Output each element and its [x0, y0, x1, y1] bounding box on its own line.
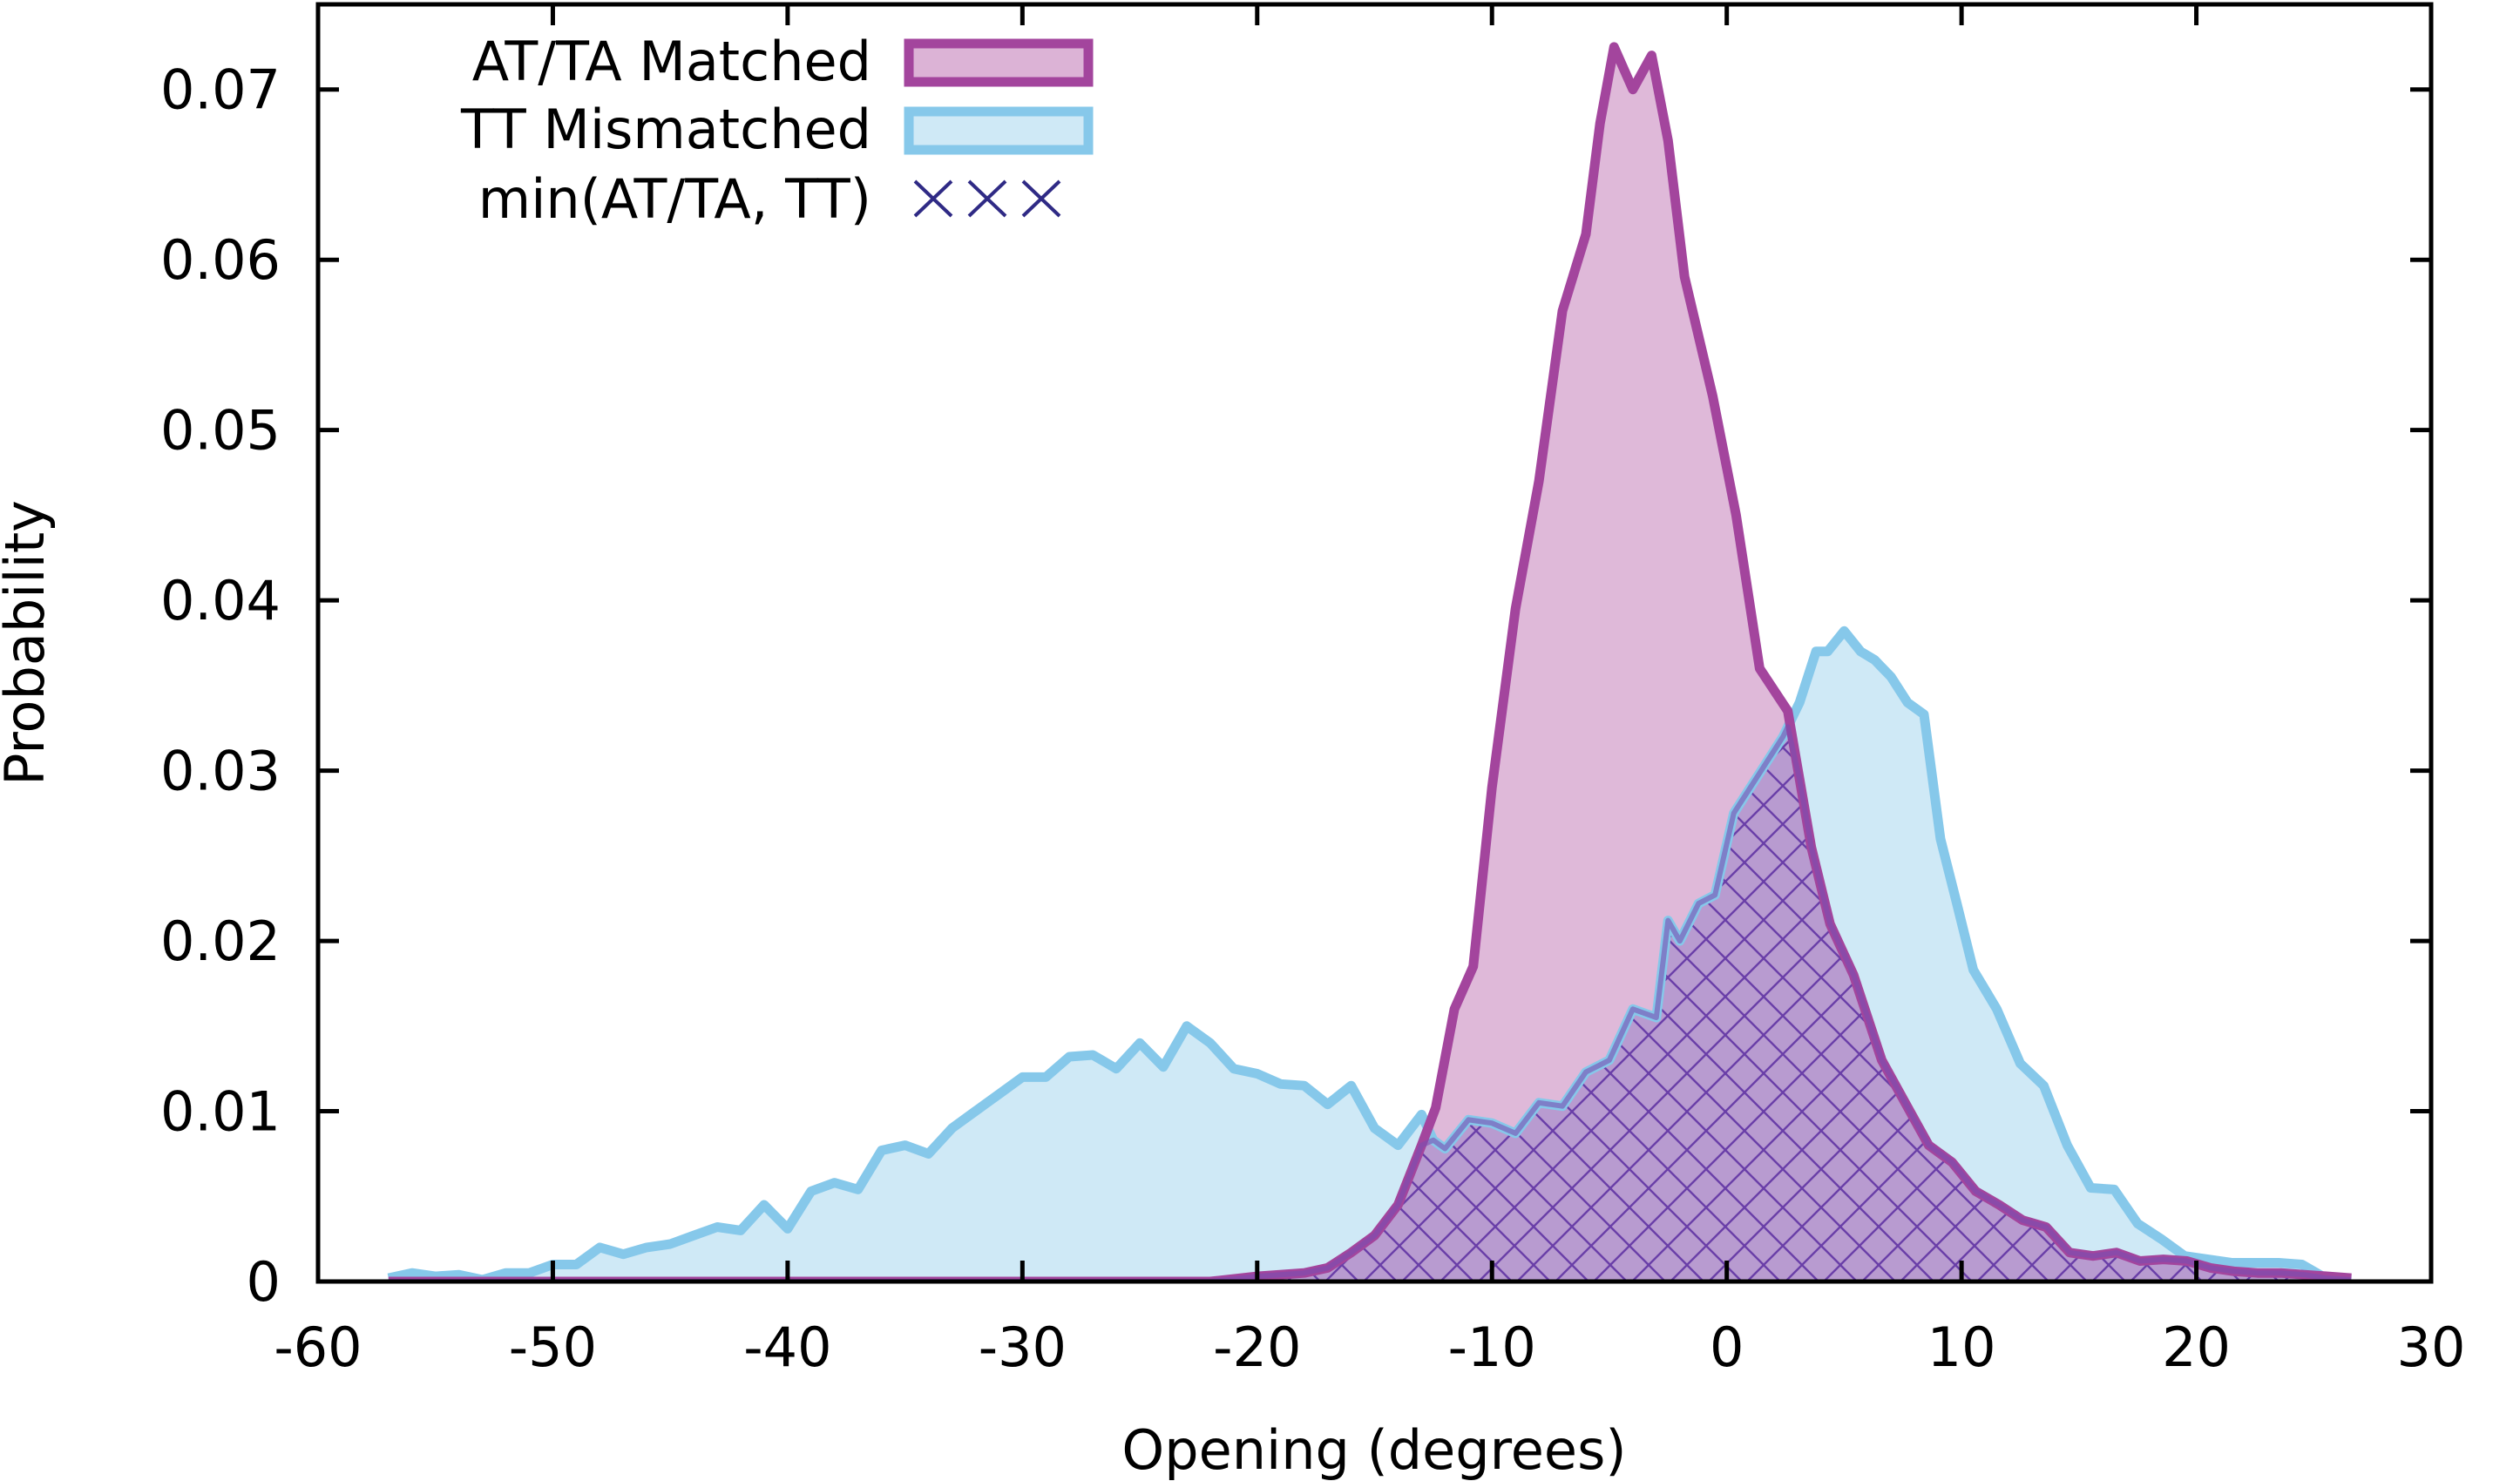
- area-min-hatch: [388, 727, 2352, 1282]
- y-tick-label: 0.02: [160, 910, 281, 973]
- x-axis-label: Opening (degrees): [1121, 1418, 1626, 1481]
- y-axis-label: Probability: [0, 500, 57, 786]
- x-tick-label: 10: [1927, 1315, 1996, 1379]
- y-tick-label: 0.06: [160, 228, 281, 292]
- line-min-overlap: [388, 724, 2352, 1282]
- x-tick-label: 0: [1710, 1315, 1744, 1379]
- series-layer: [387, 42, 2352, 1282]
- area-atta-matched: [388, 46, 2352, 1282]
- plot-frame: [315, 2, 2434, 1284]
- legend-label-min: min(AT/TA, TT): [478, 167, 871, 231]
- legend-label-tt: TT Mismatched: [460, 98, 871, 161]
- line-atta-matched: [388, 42, 2352, 1282]
- legend: AT/TA Matched TT Mismatched min(AT/TA, T…: [460, 30, 1094, 231]
- legend-swatch-min: [913, 179, 1061, 218]
- legend-swatch-tt: [904, 106, 1094, 155]
- y-tick-label: 0.03: [160, 740, 281, 803]
- y-tick-label: 0.04: [160, 569, 281, 632]
- legend-swatch-atta: [904, 38, 1094, 87]
- x-tick-label: -50: [509, 1315, 597, 1379]
- y-tick-label: 0.07: [160, 58, 281, 122]
- x-tick-label: 20: [2162, 1315, 2231, 1379]
- x-tick-label: -40: [743, 1315, 831, 1379]
- y-tick-label: 0.01: [160, 1080, 281, 1144]
- x-tick-label: -20: [1213, 1315, 1301, 1379]
- y-tick-label: 0: [247, 1250, 281, 1314]
- area-tt-mismatched: [388, 631, 2352, 1282]
- x-tick-label: -10: [1448, 1315, 1536, 1379]
- x-tick-label: 30: [2397, 1315, 2466, 1379]
- x-tick-label: -30: [979, 1315, 1067, 1379]
- y-tick-label: 0.05: [160, 399, 281, 463]
- legend-label-atta: AT/TA Matched: [472, 30, 871, 93]
- x-tick-label: -60: [274, 1315, 362, 1379]
- axis-layer: -60 -50 -40 -30 -20 -10 0 10 20 30 0 0.01 0.02 0.03 0.…: [160, 4, 2466, 1379]
